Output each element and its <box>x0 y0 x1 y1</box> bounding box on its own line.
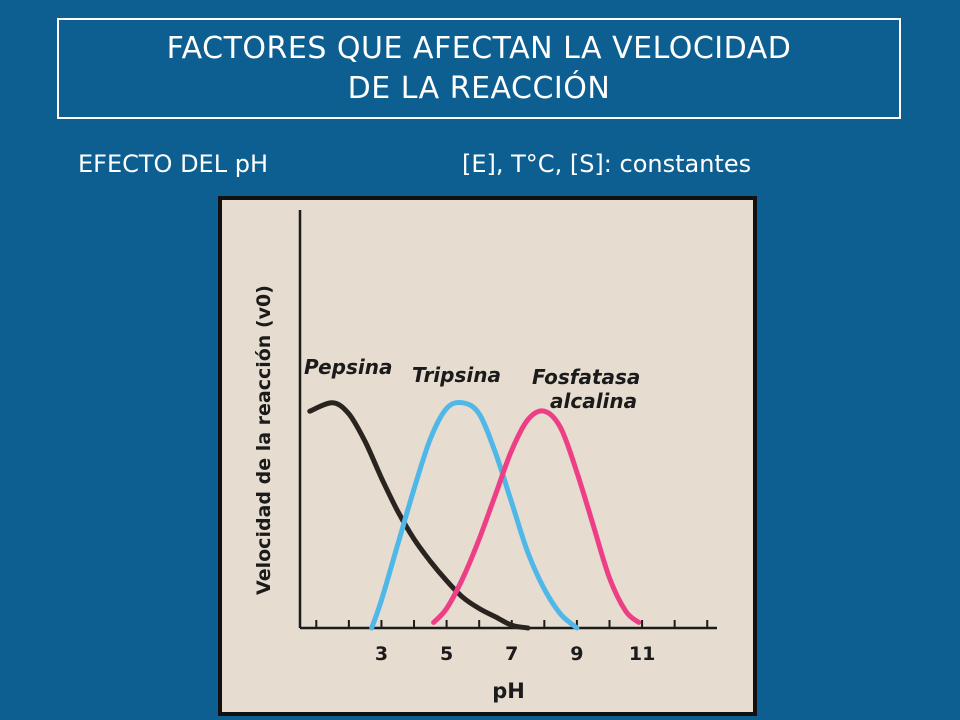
series-label-tripsina: Tripsina <box>412 363 501 387</box>
ph-velocity-chart: 3 5 7 9 11 pH Velocidad de la reacción (v0) Pep… <box>222 200 753 712</box>
series-line-fosfatasa <box>431 408 642 625</box>
x-tick-label: 3 <box>375 643 388 665</box>
series-label-fosfatasa: alcalina <box>550 389 637 413</box>
slide-title-line-2: DE LA REACCIÓN <box>347 70 611 106</box>
y-axis-label: Velocidad de la reacción (v0) <box>253 285 275 595</box>
x-tick-label: 11 <box>629 643 655 665</box>
slide-title-line-1: FACTORES QUE AFECTAN LA VELOCIDAD <box>166 30 792 66</box>
chart-frame: 3 5 7 9 11 pH Velocidad de la reacción (v0) Pep… <box>218 196 757 716</box>
series-line-pepsina <box>307 400 531 631</box>
subtitle-ph-effect: EFECTO DEL pH <box>78 150 268 178</box>
series-line-tripsina <box>369 399 580 631</box>
series-label-fosfatasa: Fosfatasa <box>532 365 640 389</box>
x-axis-label: pH <box>492 679 525 703</box>
subtitle-constants: [E], T°C, [S]: constantes <box>462 150 752 178</box>
chart-paper <box>222 200 753 712</box>
title-box: FACTORES QUE AFECTAN LA VELOCIDAD DE LA … <box>57 18 901 119</box>
x-tick-label: 9 <box>570 643 583 665</box>
x-tick-label: 5 <box>440 643 453 665</box>
series-label-pepsina: Pepsina <box>304 355 393 379</box>
x-tick-label: 7 <box>505 643 518 665</box>
